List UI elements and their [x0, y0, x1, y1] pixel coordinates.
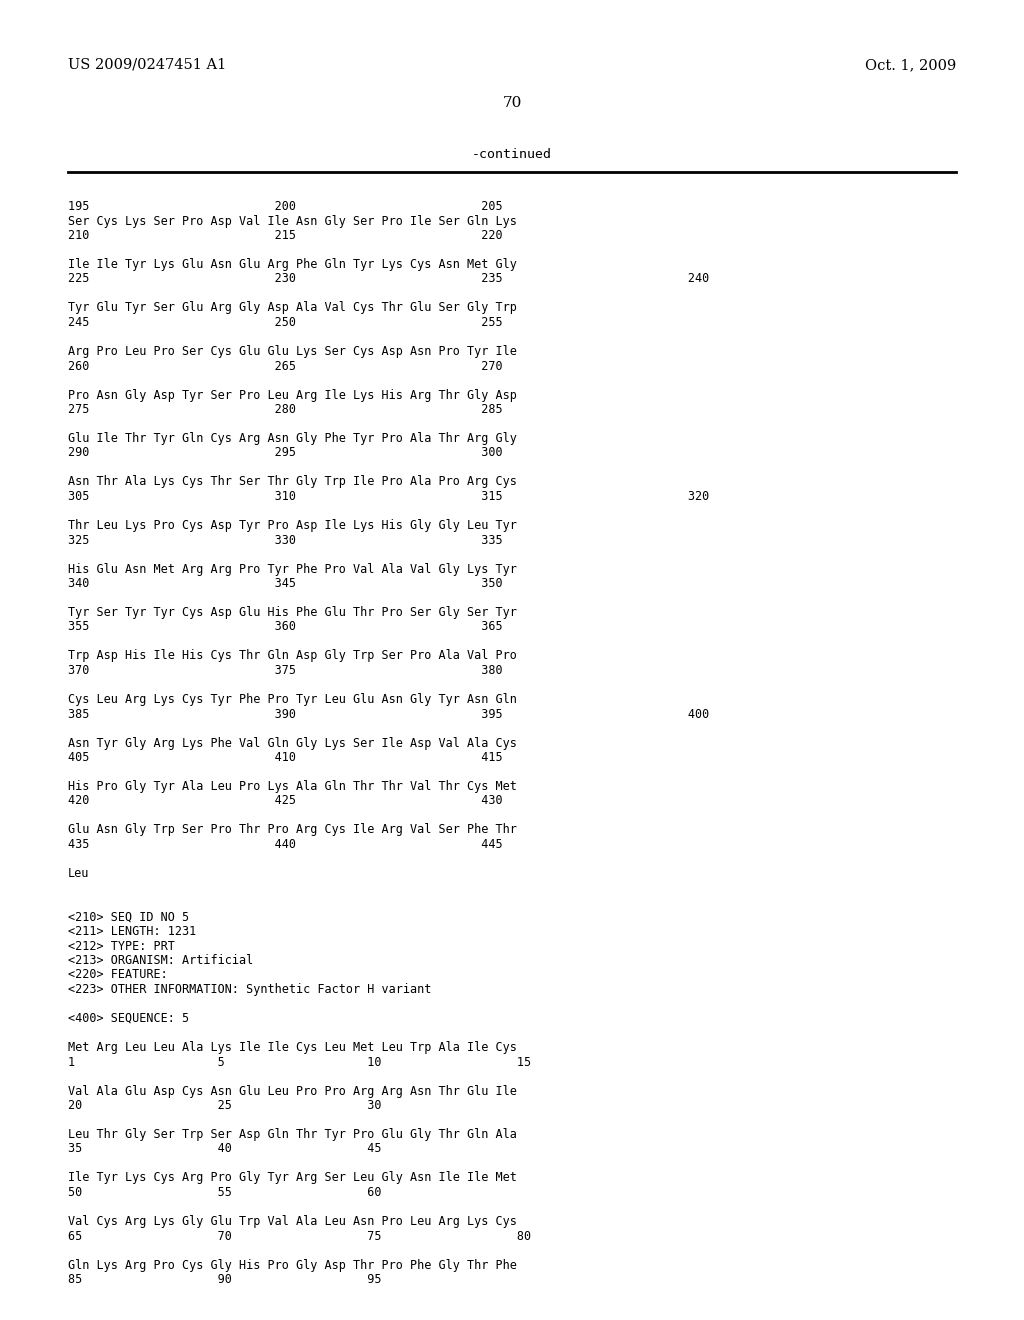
Text: 245                          250                          255: 245 250 255	[68, 315, 503, 329]
Text: Thr Leu Lys Pro Cys Asp Tyr Pro Asp Ile Lys His Gly Gly Leu Tyr: Thr Leu Lys Pro Cys Asp Tyr Pro Asp Ile …	[68, 519, 517, 532]
Text: 340                          345                          350: 340 345 350	[68, 577, 503, 590]
Text: 20                   25                   30: 20 25 30	[68, 1100, 382, 1111]
Text: Met Arg Leu Leu Ala Lys Ile Ile Cys Leu Met Leu Trp Ala Ile Cys: Met Arg Leu Leu Ala Lys Ile Ile Cys Leu …	[68, 1041, 517, 1053]
Text: 420                          425                          430: 420 425 430	[68, 795, 503, 808]
Text: Glu Asn Gly Trp Ser Pro Thr Pro Arg Cys Ile Arg Val Ser Phe Thr: Glu Asn Gly Trp Ser Pro Thr Pro Arg Cys …	[68, 824, 517, 837]
Text: Leu Thr Gly Ser Trp Ser Asp Gln Thr Tyr Pro Glu Gly Thr Gln Ala: Leu Thr Gly Ser Trp Ser Asp Gln Thr Tyr …	[68, 1129, 517, 1140]
Text: 260                          265                          270: 260 265 270	[68, 359, 503, 372]
Text: Trp Asp His Ile His Cys Thr Gln Asp Gly Trp Ser Pro Ala Val Pro: Trp Asp His Ile His Cys Thr Gln Asp Gly …	[68, 649, 517, 663]
Text: <211> LENGTH: 1231: <211> LENGTH: 1231	[68, 925, 197, 939]
Text: <220> FEATURE:: <220> FEATURE:	[68, 969, 168, 982]
Text: <400> SEQUENCE: 5: <400> SEQUENCE: 5	[68, 1012, 189, 1026]
Text: 65                   70                   75                   80: 65 70 75 80	[68, 1229, 531, 1242]
Text: -continued: -continued	[472, 149, 552, 161]
Text: 210                          215                          220: 210 215 220	[68, 228, 503, 242]
Text: Tyr Ser Tyr Tyr Cys Asp Glu His Phe Glu Thr Pro Ser Gly Ser Tyr: Tyr Ser Tyr Tyr Cys Asp Glu His Phe Glu …	[68, 606, 517, 619]
Text: <210> SEQ ID NO 5: <210> SEQ ID NO 5	[68, 911, 189, 924]
Text: 355                          360                          365: 355 360 365	[68, 620, 503, 634]
Text: Leu: Leu	[68, 867, 89, 880]
Text: <213> ORGANISM: Artificial: <213> ORGANISM: Artificial	[68, 954, 253, 968]
Text: Cys Leu Arg Lys Cys Tyr Phe Pro Tyr Leu Glu Asn Gly Tyr Asn Gln: Cys Leu Arg Lys Cys Tyr Phe Pro Tyr Leu …	[68, 693, 517, 706]
Text: Ser Cys Lys Ser Pro Asp Val Ile Asn Gly Ser Pro Ile Ser Gln Lys: Ser Cys Lys Ser Pro Asp Val Ile Asn Gly …	[68, 214, 517, 227]
Text: Tyr Glu Tyr Ser Glu Arg Gly Asp Ala Val Cys Thr Glu Ser Gly Trp: Tyr Glu Tyr Ser Glu Arg Gly Asp Ala Val …	[68, 301, 517, 314]
Text: <223> OTHER INFORMATION: Synthetic Factor H variant: <223> OTHER INFORMATION: Synthetic Facto…	[68, 983, 431, 997]
Text: His Glu Asn Met Arg Arg Pro Tyr Phe Pro Val Ala Val Gly Lys Tyr: His Glu Asn Met Arg Arg Pro Tyr Phe Pro …	[68, 562, 517, 576]
Text: Arg Pro Leu Pro Ser Cys Glu Glu Lys Ser Cys Asp Asn Pro Tyr Ile: Arg Pro Leu Pro Ser Cys Glu Glu Lys Ser …	[68, 345, 517, 358]
Text: US 2009/0247451 A1: US 2009/0247451 A1	[68, 58, 226, 73]
Text: 275                          280                          285: 275 280 285	[68, 403, 503, 416]
Text: Glu Ile Thr Tyr Gln Cys Arg Asn Gly Phe Tyr Pro Ala Thr Arg Gly: Glu Ile Thr Tyr Gln Cys Arg Asn Gly Phe …	[68, 432, 517, 445]
Text: 35                   40                   45: 35 40 45	[68, 1143, 382, 1155]
Text: 195                          200                          205: 195 200 205	[68, 201, 503, 213]
Text: Val Ala Glu Asp Cys Asn Glu Leu Pro Pro Arg Arg Asn Thr Glu Ile: Val Ala Glu Asp Cys Asn Glu Leu Pro Pro …	[68, 1085, 517, 1097]
Text: Pro Asn Gly Asp Tyr Ser Pro Leu Arg Ile Lys His Arg Thr Gly Asp: Pro Asn Gly Asp Tyr Ser Pro Leu Arg Ile …	[68, 388, 517, 401]
Text: <212> TYPE: PRT: <212> TYPE: PRT	[68, 940, 175, 953]
Text: 70: 70	[503, 96, 521, 110]
Text: Gln Lys Arg Pro Cys Gly His Pro Gly Asp Thr Pro Phe Gly Thr Phe: Gln Lys Arg Pro Cys Gly His Pro Gly Asp …	[68, 1258, 517, 1271]
Text: 225                          230                          235                   : 225 230 235	[68, 272, 710, 285]
Text: 290                          295                          300: 290 295 300	[68, 446, 503, 459]
Text: 1                    5                    10                   15: 1 5 10 15	[68, 1056, 531, 1068]
Text: Asn Tyr Gly Arg Lys Phe Val Gln Gly Lys Ser Ile Asp Val Ala Cys: Asn Tyr Gly Arg Lys Phe Val Gln Gly Lys …	[68, 737, 517, 750]
Text: Asn Thr Ala Lys Cys Thr Ser Thr Gly Trp Ile Pro Ala Pro Arg Cys: Asn Thr Ala Lys Cys Thr Ser Thr Gly Trp …	[68, 475, 517, 488]
Text: 385                          390                          395                   : 385 390 395	[68, 708, 710, 721]
Text: 325                          330                          335: 325 330 335	[68, 533, 503, 546]
Text: Oct. 1, 2009: Oct. 1, 2009	[864, 58, 956, 73]
Text: 305                          310                          315                   : 305 310 315	[68, 490, 710, 503]
Text: Val Cys Arg Lys Gly Glu Trp Val Ala Leu Asn Pro Leu Arg Lys Cys: Val Cys Arg Lys Gly Glu Trp Val Ala Leu …	[68, 1214, 517, 1228]
Text: 435                          440                          445: 435 440 445	[68, 838, 503, 851]
Text: Ile Ile Tyr Lys Glu Asn Glu Arg Phe Gln Tyr Lys Cys Asn Met Gly: Ile Ile Tyr Lys Glu Asn Glu Arg Phe Gln …	[68, 257, 517, 271]
Text: 85                   90                   95: 85 90 95	[68, 1272, 382, 1286]
Text: His Pro Gly Tyr Ala Leu Pro Lys Ala Gln Thr Thr Val Thr Cys Met: His Pro Gly Tyr Ala Leu Pro Lys Ala Gln …	[68, 780, 517, 793]
Text: 50                   55                   60: 50 55 60	[68, 1185, 382, 1199]
Text: 370                          375                          380: 370 375 380	[68, 664, 503, 677]
Text: Ile Tyr Lys Cys Arg Pro Gly Tyr Arg Ser Leu Gly Asn Ile Ile Met: Ile Tyr Lys Cys Arg Pro Gly Tyr Arg Ser …	[68, 1172, 517, 1184]
Text: 405                          410                          415: 405 410 415	[68, 751, 503, 764]
